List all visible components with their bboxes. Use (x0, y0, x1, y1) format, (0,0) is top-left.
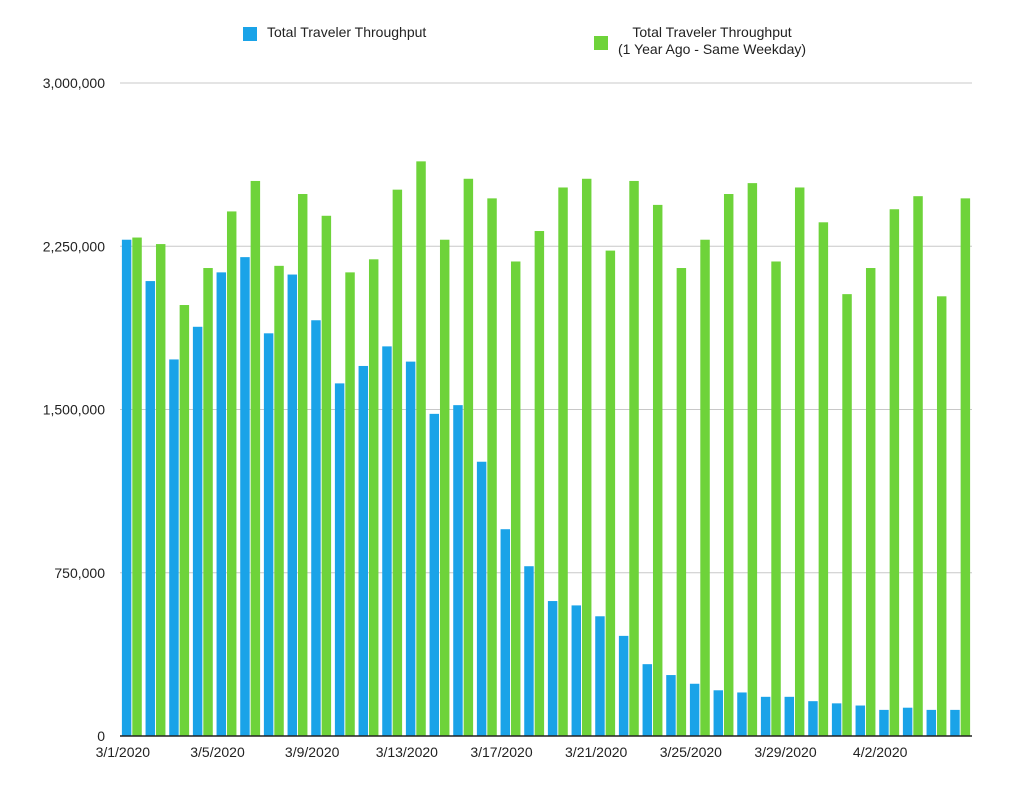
x-tick-label: 4/2/2020 (853, 744, 908, 760)
bar-current (902, 707, 913, 736)
y-tick-label: 1,500,000 (43, 402, 105, 418)
bar-last-year (368, 259, 379, 736)
bar-current (950, 709, 960, 736)
bar-last-year (913, 196, 923, 737)
bar-last-year (936, 296, 947, 736)
bar-last-year (321, 215, 332, 736)
bar-last-year (652, 204, 663, 737)
bar-current (571, 605, 582, 736)
x-tick-label: 3/13/2020 (376, 744, 438, 760)
bar-current (524, 566, 534, 736)
bar-last-year (771, 261, 781, 736)
x-tick-label: 3/29/2020 (754, 744, 816, 760)
y-tick-label: 3,000,000 (43, 75, 105, 91)
bar-last-year (392, 189, 403, 736)
bar-current (831, 703, 842, 736)
bar-last-year (818, 222, 829, 737)
x-tick-label: 3/21/2020 (565, 744, 627, 760)
bar-last-year (510, 261, 521, 736)
bar-last-year (487, 198, 497, 736)
bar-last-year (463, 178, 474, 737)
bar-current (382, 346, 392, 736)
axes: 0 750,000 1,500,000 2,250,000 3,000,000 3/1/2… (43, 75, 972, 760)
bar-current (618, 635, 629, 736)
bar-last-year (865, 268, 876, 736)
bar-last-year (676, 268, 687, 736)
bar-last-year (226, 211, 237, 736)
x-tick-label: 3/5/2020 (190, 744, 245, 760)
bar-last-year (274, 265, 284, 736)
bar-current (263, 333, 274, 736)
bar-current (737, 692, 747, 736)
bar-last-year (960, 198, 971, 736)
bar-current (595, 616, 605, 736)
bar-current (855, 705, 866, 736)
bar-current (453, 405, 463, 736)
bar-current (500, 529, 511, 736)
bar-current (405, 361, 416, 736)
x-tick-label: 3/25/2020 (660, 744, 722, 760)
bar-current (476, 461, 487, 736)
legend-swatch-last-year (594, 36, 608, 50)
bar-last-year (132, 237, 142, 736)
legend-label-last-year-line1: Total Traveler Throughput (632, 24, 792, 40)
legend-swatch-current (243, 27, 257, 41)
bar-current (666, 675, 676, 736)
bar-current (287, 274, 298, 736)
bar-current (689, 683, 700, 736)
bar-last-year (416, 161, 426, 737)
bar-last-year (747, 183, 758, 737)
bar-current (169, 359, 179, 736)
bar-last-year (250, 180, 261, 736)
bar-current (240, 257, 250, 736)
bar-current (311, 320, 321, 736)
bar-last-year (723, 194, 734, 736)
bar-last-year (581, 178, 592, 737)
bars (121, 161, 971, 737)
bar-last-year (297, 194, 308, 736)
bar-current (760, 696, 771, 736)
bar-last-year (700, 239, 710, 736)
legend-item-last-year: Total Traveler Throughput (1 Year Ago - … (594, 24, 806, 58)
bar-last-year (345, 272, 355, 736)
bar-last-year (842, 294, 852, 736)
bar-current (713, 690, 724, 736)
bar-current (879, 709, 889, 736)
y-tick-label: 750,000 (54, 565, 105, 581)
bar-current (642, 664, 653, 736)
bar-current (429, 413, 440, 736)
bar-current (547, 601, 558, 736)
bar-last-year (629, 180, 639, 736)
y-tick-label: 0 (97, 728, 105, 744)
bar-last-year (534, 231, 545, 736)
y-tick-label: 2,250,000 (43, 238, 105, 254)
bar-last-year (439, 239, 450, 736)
bar-current (784, 696, 795, 736)
x-tick-label: 3/9/2020 (285, 744, 340, 760)
bar-current (145, 281, 156, 736)
bar-last-year (605, 250, 616, 736)
gridlines (120, 82, 972, 574)
legend-label-last-year-line2: (1 Year Ago - Same Weekday) (618, 41, 807, 57)
x-tick-label: 3/17/2020 (470, 744, 532, 760)
bar-current (358, 365, 369, 736)
bar-last-year (794, 187, 805, 737)
bar-current (216, 272, 227, 736)
x-tick-label: 3/1/2020 (96, 744, 151, 760)
bar-last-year (155, 244, 166, 736)
bar-last-year (889, 209, 900, 736)
bar-last-year (203, 268, 213, 736)
bar-current (192, 326, 203, 736)
bar-current (926, 709, 937, 736)
bar-current (121, 239, 132, 736)
bar-last-year (179, 305, 190, 736)
legend-label-current: Total Traveler Throughput (267, 24, 427, 40)
legend-item-current: Total Traveler Throughput (243, 24, 426, 41)
bar-last-year (558, 187, 568, 737)
bar-current (334, 383, 345, 736)
bar-current (808, 701, 818, 736)
